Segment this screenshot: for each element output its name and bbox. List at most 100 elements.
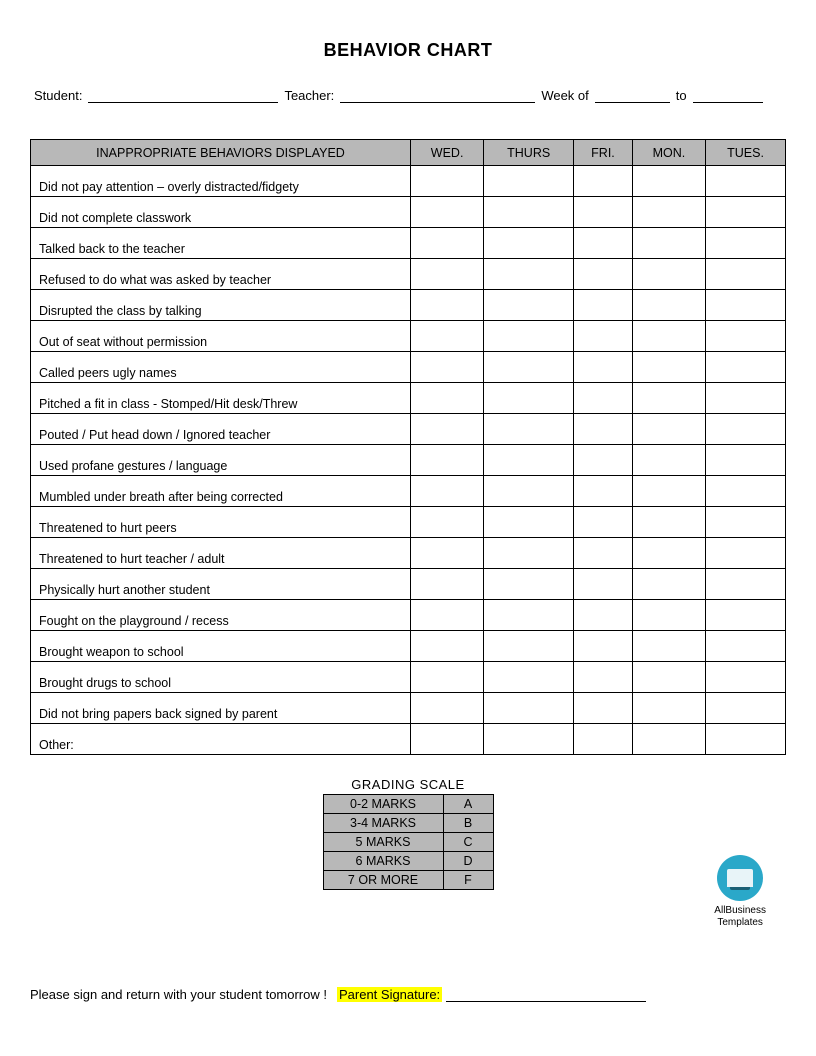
behavior-cell[interactable]	[484, 631, 574, 662]
behavior-cell[interactable]	[706, 352, 786, 383]
behavior-cell[interactable]	[574, 693, 633, 724]
parent-signature-field[interactable]	[446, 986, 646, 1002]
behavior-cell[interactable]	[574, 321, 633, 352]
behavior-cell[interactable]	[706, 166, 786, 197]
behavior-cell[interactable]	[411, 197, 484, 228]
behavior-cell[interactable]	[632, 383, 705, 414]
behavior-cell[interactable]	[411, 507, 484, 538]
behavior-cell[interactable]	[632, 631, 705, 662]
behavior-cell[interactable]	[632, 693, 705, 724]
behavior-cell[interactable]	[484, 724, 574, 755]
behavior-cell[interactable]	[484, 600, 574, 631]
behavior-cell[interactable]	[484, 228, 574, 259]
behavior-cell[interactable]	[706, 507, 786, 538]
behavior-cell[interactable]	[484, 569, 574, 600]
behavior-cell[interactable]	[632, 476, 705, 507]
behavior-cell[interactable]	[574, 197, 633, 228]
behavior-cell[interactable]	[484, 321, 574, 352]
behavior-cell[interactable]	[574, 631, 633, 662]
behavior-cell[interactable]	[574, 569, 633, 600]
behavior-cell[interactable]	[411, 321, 484, 352]
behavior-cell[interactable]	[574, 600, 633, 631]
behavior-cell[interactable]	[574, 228, 633, 259]
behavior-cell[interactable]	[632, 507, 705, 538]
behavior-cell[interactable]	[411, 228, 484, 259]
behavior-cell[interactable]	[706, 228, 786, 259]
behavior-cell[interactable]	[484, 383, 574, 414]
behavior-cell[interactable]	[632, 228, 705, 259]
behavior-cell[interactable]	[706, 383, 786, 414]
behavior-cell[interactable]	[632, 352, 705, 383]
behavior-cell[interactable]	[574, 352, 633, 383]
behavior-cell[interactable]	[632, 321, 705, 352]
behavior-cell[interactable]	[632, 414, 705, 445]
behavior-cell[interactable]	[706, 569, 786, 600]
behavior-cell[interactable]	[484, 197, 574, 228]
behavior-cell[interactable]	[706, 259, 786, 290]
behavior-cell[interactable]	[484, 538, 574, 569]
behavior-cell[interactable]	[484, 259, 574, 290]
behavior-cell[interactable]	[484, 166, 574, 197]
behavior-cell[interactable]	[706, 414, 786, 445]
behavior-cell[interactable]	[484, 476, 574, 507]
behavior-cell[interactable]	[411, 631, 484, 662]
behavior-cell[interactable]	[706, 724, 786, 755]
behavior-cell[interactable]	[484, 352, 574, 383]
behavior-cell[interactable]	[706, 631, 786, 662]
behavior-cell[interactable]	[574, 414, 633, 445]
behavior-cell[interactable]	[706, 197, 786, 228]
behavior-cell[interactable]	[484, 507, 574, 538]
behavior-cell[interactable]	[632, 197, 705, 228]
behavior-cell[interactable]	[411, 662, 484, 693]
behavior-cell[interactable]	[632, 290, 705, 321]
behavior-cell[interactable]	[706, 538, 786, 569]
behavior-cell[interactable]	[411, 600, 484, 631]
behavior-cell[interactable]	[574, 662, 633, 693]
behavior-cell[interactable]	[574, 445, 633, 476]
behavior-cell[interactable]	[484, 693, 574, 724]
behavior-cell[interactable]	[574, 507, 633, 538]
behavior-cell[interactable]	[706, 445, 786, 476]
behavior-cell[interactable]	[484, 445, 574, 476]
behavior-cell[interactable]	[574, 724, 633, 755]
student-field[interactable]	[88, 87, 278, 103]
behavior-cell[interactable]	[632, 600, 705, 631]
behavior-cell[interactable]	[411, 538, 484, 569]
behavior-cell[interactable]	[411, 290, 484, 321]
behavior-cell[interactable]	[574, 259, 633, 290]
behavior-cell[interactable]	[411, 476, 484, 507]
behavior-cell[interactable]	[706, 693, 786, 724]
behavior-cell[interactable]	[632, 724, 705, 755]
behavior-cell[interactable]	[574, 290, 633, 321]
behavior-cell[interactable]	[574, 383, 633, 414]
behavior-cell[interactable]	[574, 538, 633, 569]
behavior-cell[interactable]	[706, 600, 786, 631]
behavior-cell[interactable]	[411, 724, 484, 755]
behavior-cell[interactable]	[484, 414, 574, 445]
behavior-cell[interactable]	[706, 476, 786, 507]
behavior-cell[interactable]	[632, 569, 705, 600]
behavior-cell[interactable]	[411, 259, 484, 290]
behavior-cell[interactable]	[484, 290, 574, 321]
behavior-cell[interactable]	[411, 383, 484, 414]
behavior-cell[interactable]	[706, 290, 786, 321]
behavior-cell[interactable]	[632, 538, 705, 569]
behavior-cell[interactable]	[484, 662, 574, 693]
behavior-cell[interactable]	[632, 662, 705, 693]
behavior-cell[interactable]	[706, 662, 786, 693]
week-start-field[interactable]	[595, 87, 670, 103]
behavior-cell[interactable]	[411, 693, 484, 724]
behavior-cell[interactable]	[411, 445, 484, 476]
behavior-cell[interactable]	[411, 166, 484, 197]
behavior-cell[interactable]	[411, 352, 484, 383]
behavior-cell[interactable]	[632, 445, 705, 476]
behavior-cell[interactable]	[574, 166, 633, 197]
behavior-cell[interactable]	[706, 321, 786, 352]
behavior-cell[interactable]	[632, 259, 705, 290]
week-end-field[interactable]	[693, 87, 763, 103]
behavior-cell[interactable]	[574, 476, 633, 507]
behavior-cell[interactable]	[632, 166, 705, 197]
behavior-cell[interactable]	[411, 414, 484, 445]
teacher-field[interactable]	[340, 87, 535, 103]
behavior-cell[interactable]	[411, 569, 484, 600]
